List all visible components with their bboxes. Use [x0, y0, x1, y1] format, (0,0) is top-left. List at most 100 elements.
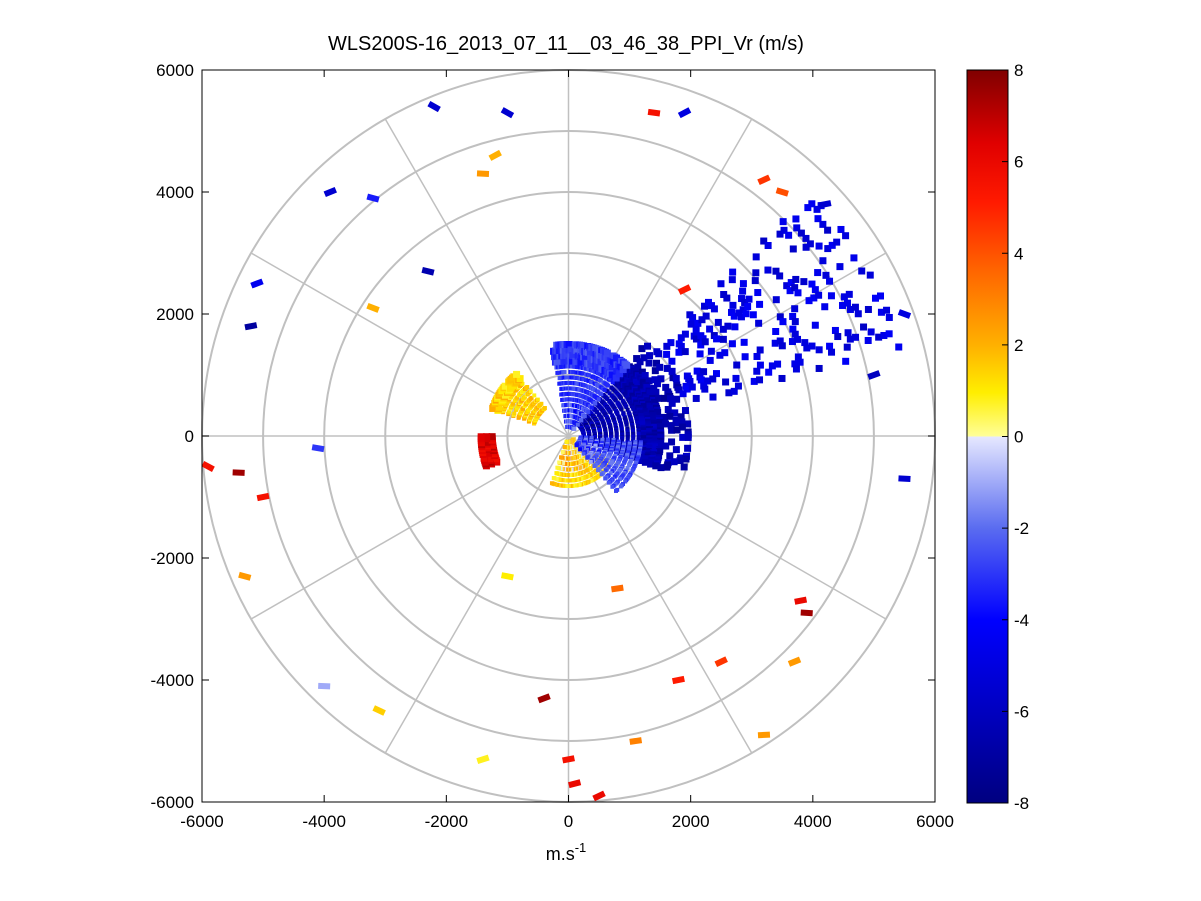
range-gate	[619, 427, 624, 432]
range-gate	[638, 345, 646, 353]
range-gate	[612, 447, 617, 452]
y-tick-label: -6000	[151, 793, 194, 812]
range-gate	[885, 330, 893, 338]
range-gate	[617, 451, 622, 456]
range-gate	[614, 429, 619, 434]
range-gate	[677, 342, 685, 350]
range-gate	[651, 423, 659, 431]
range-gate	[756, 361, 764, 369]
range-gate	[622, 460, 627, 465]
range-gate	[589, 405, 594, 410]
azimuth-spoke	[250, 252, 569, 437]
range-gate	[739, 280, 747, 288]
range-gate	[511, 401, 516, 406]
range-gate	[580, 342, 588, 350]
range-gate	[877, 292, 885, 300]
sample-gate	[611, 584, 624, 593]
range-gate	[555, 358, 563, 366]
range-gate	[885, 313, 893, 321]
range-gate	[792, 275, 800, 283]
range-gate	[704, 377, 712, 385]
range-gate	[728, 276, 736, 284]
range-gate	[593, 444, 598, 449]
range-gate	[709, 393, 717, 401]
range-gate	[720, 291, 728, 299]
range-gate	[780, 226, 788, 234]
range-gate	[625, 434, 630, 439]
range-gate	[668, 357, 676, 365]
range-gate	[684, 420, 692, 428]
range-gate	[827, 292, 835, 300]
range-gate	[593, 388, 598, 393]
range-gate	[681, 330, 689, 338]
range-gate	[617, 477, 622, 482]
range-gate	[558, 375, 563, 380]
azimuth-spoke	[567, 118, 753, 437]
sample-gate	[311, 444, 325, 453]
range-gate	[558, 483, 563, 488]
range-gate	[858, 267, 866, 275]
range-gate	[513, 370, 521, 378]
range-gate	[563, 351, 571, 359]
range-gate	[792, 365, 800, 373]
range-gate	[764, 266, 772, 274]
sample-gate	[898, 475, 911, 483]
range-gate	[687, 320, 695, 328]
range-gate	[734, 382, 742, 390]
range-gate	[586, 373, 591, 378]
range-gate	[616, 370, 624, 378]
range-gate	[612, 474, 617, 479]
range-gate	[739, 287, 747, 295]
range-gate	[653, 380, 661, 388]
range-gate	[676, 456, 684, 464]
range-gate	[610, 484, 615, 489]
range-gate	[641, 372, 649, 380]
sample-gate	[256, 492, 270, 502]
sample-gate	[671, 675, 685, 685]
range-gate	[681, 348, 689, 356]
range-gate	[573, 483, 578, 488]
range-gate	[730, 387, 738, 395]
range-gate	[785, 231, 793, 239]
range-gate	[693, 367, 701, 375]
range-gate	[714, 318, 722, 326]
range-gate	[613, 398, 618, 403]
range-gate	[650, 384, 658, 392]
range-gate	[611, 437, 616, 442]
range-gate	[697, 376, 705, 384]
colorbar-tick-label: -6	[1014, 702, 1029, 721]
x-axis-label-base: m.s	[546, 844, 575, 864]
range-gate	[756, 376, 764, 384]
range-gate	[614, 440, 619, 445]
range-gate	[596, 468, 601, 473]
range-gate	[803, 344, 811, 352]
range-gate	[824, 226, 832, 234]
range-gate	[846, 305, 854, 313]
range-gate	[477, 433, 485, 441]
range-gate	[564, 375, 569, 380]
range-gate	[608, 364, 616, 372]
range-gate	[833, 238, 841, 246]
range-gate	[735, 309, 743, 317]
range-gate	[739, 306, 747, 314]
range-gate	[713, 335, 721, 343]
range-gate	[562, 444, 567, 449]
range-gate	[681, 407, 689, 415]
range-gate	[698, 316, 706, 324]
range-gate	[570, 375, 575, 380]
range-gate	[672, 446, 680, 454]
range-gate	[599, 472, 604, 477]
range-gate	[806, 240, 814, 248]
range-gate	[501, 382, 509, 390]
range-gate	[664, 405, 672, 413]
range-gate	[794, 353, 802, 361]
range-gate	[716, 351, 724, 359]
range-gate	[624, 405, 629, 410]
sample-gate	[794, 596, 808, 605]
range-gate	[565, 478, 570, 483]
range-gate	[613, 488, 618, 493]
range-gate	[647, 460, 655, 468]
range-gate	[563, 478, 568, 483]
range-gate	[480, 454, 488, 462]
x-tick-label: 4000	[794, 812, 832, 831]
